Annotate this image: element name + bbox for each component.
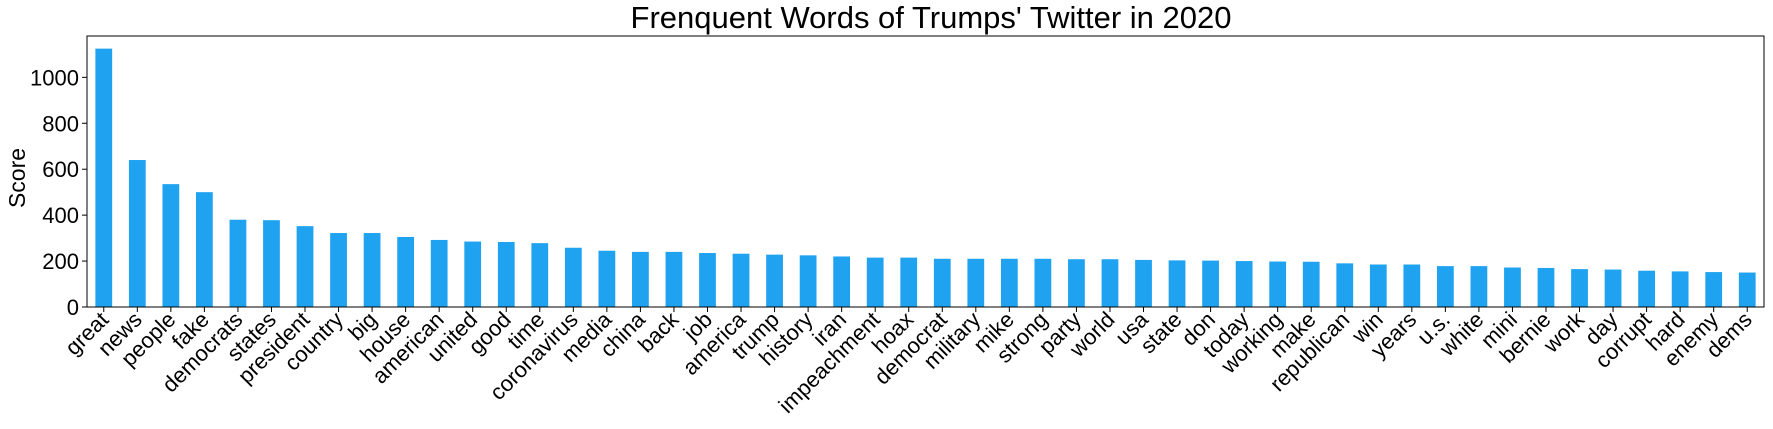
bar-usa (1135, 259, 1152, 307)
bar-president (296, 226, 314, 307)
bar-impeachment (866, 257, 884, 307)
bar-republican (1336, 263, 1354, 307)
bar-hoax (900, 257, 918, 307)
bar-fake (196, 192, 213, 307)
bar-day (1604, 269, 1622, 307)
bar-don (1202, 260, 1219, 307)
chart-title: Frenquent Words of Trumps' Twitter in 20… (631, 0, 1232, 35)
bar-enemy (1705, 272, 1723, 307)
bar-corrupt (1638, 270, 1655, 307)
bar-great (95, 48, 113, 307)
bar-u.s. (1436, 266, 1454, 307)
y-tick-label: 600 (42, 157, 79, 182)
bar-america (732, 253, 750, 307)
bar-history (799, 255, 817, 307)
bar-country (330, 233, 347, 307)
bar-democrats (229, 219, 247, 307)
bar-world (1101, 259, 1119, 307)
y-tick-label: 1000 (30, 65, 79, 90)
bar-media (598, 250, 616, 307)
bar-house (397, 236, 415, 307)
y-axis: 0 200 400 600 800 1000 (30, 65, 87, 320)
bar-party (1068, 259, 1085, 307)
bar-state (1168, 260, 1186, 307)
bar-people (162, 184, 180, 307)
bar-trump (766, 254, 783, 307)
bar-coronavirus (564, 247, 582, 307)
bar-white (1470, 266, 1488, 307)
bar-working (1269, 261, 1287, 307)
bar-years (1403, 264, 1421, 307)
bar-job (699, 253, 716, 307)
x-axis: greatnewspeoplefakedemocratsstatespresid… (60, 306, 1757, 418)
bar-today (1235, 261, 1253, 307)
bar-mini (1504, 267, 1521, 307)
bar-military (967, 258, 985, 307)
y-tick-label: 200 (42, 249, 79, 274)
bar-iran (833, 256, 851, 307)
bar-news (128, 160, 146, 307)
bar-dems (1738, 272, 1756, 307)
bar-big (363, 233, 381, 307)
bar-bernie (1537, 267, 1555, 307)
y-tick-label: 400 (42, 203, 79, 228)
bar-strong (1034, 258, 1052, 307)
bar-mike (1000, 258, 1018, 307)
bar-win (1369, 264, 1387, 307)
bar-make (1302, 261, 1320, 307)
bar-work (1571, 269, 1588, 307)
y-tick-label: 800 (42, 111, 79, 136)
bar-states (263, 220, 280, 307)
x-tick-label: back (633, 306, 684, 357)
bar-china (632, 251, 649, 307)
plot-frame (86, 35, 1765, 308)
bar-back (665, 251, 683, 307)
bars-group (95, 48, 1756, 307)
y-axis-label: Score (4, 148, 30, 208)
bar-hard (1671, 271, 1689, 307)
bar-democrat (933, 258, 951, 307)
bar-united (464, 241, 482, 307)
bar-time (531, 243, 549, 307)
bar-american (430, 239, 448, 307)
bar-good (497, 242, 515, 307)
y-tick-label: 0 (67, 295, 79, 320)
